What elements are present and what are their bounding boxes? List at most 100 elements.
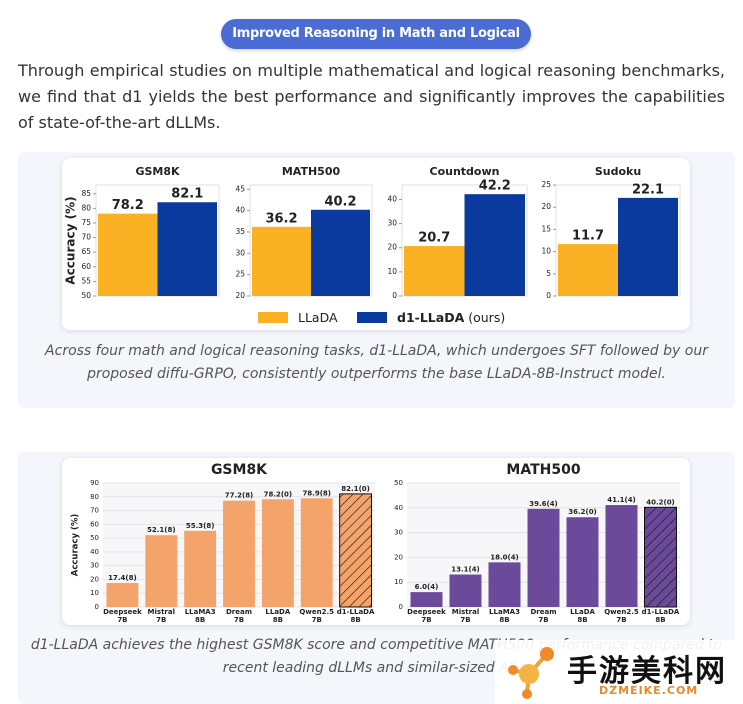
x-tick-label: 8B xyxy=(577,616,587,624)
y-tick-label: 30 xyxy=(387,219,397,228)
x-tick-label: Qwen2.5 xyxy=(604,608,639,616)
y-tick-label: 0 xyxy=(392,291,397,300)
bar xyxy=(410,592,443,607)
legend-name: LLaDA xyxy=(298,310,338,325)
value-label: 41.1(4) xyxy=(607,496,636,504)
y-tick-label: 75 xyxy=(81,218,91,227)
y-axis-label: Accuracy (%) xyxy=(64,196,78,284)
value-label: 42.2 xyxy=(479,179,511,194)
y-tick-label: 0 xyxy=(546,291,551,300)
bar xyxy=(106,583,139,607)
y-tick-label: 0 xyxy=(399,603,403,611)
y-tick-label: 85 xyxy=(81,189,91,198)
y-tick-label: 80 xyxy=(90,493,99,501)
x-tick-label: Mistral xyxy=(452,608,479,616)
value-label: 11.7 xyxy=(572,229,604,244)
bar xyxy=(311,209,370,296)
x-tick-label: LLaMA3 xyxy=(489,608,520,616)
x-tick-label: 8B xyxy=(499,616,509,624)
y-tick-label: 40 xyxy=(387,194,397,203)
y-tick-label: 65 xyxy=(81,247,91,256)
y-tick-label: 15 xyxy=(541,224,551,233)
figure: GSM8K 0 10 20 30 40 50 60 70 80 90 17.4(8) Deepseek 7… xyxy=(18,452,735,704)
y-tick-label: 60 xyxy=(81,262,91,271)
y-tick-label: 20 xyxy=(394,553,403,561)
y-tick-label: 10 xyxy=(90,589,99,597)
bar xyxy=(449,574,482,607)
watermark-icon xyxy=(508,647,554,699)
legend-label: LLaDA xyxy=(298,310,338,325)
bar xyxy=(300,498,333,607)
x-tick-label: 8B xyxy=(655,616,665,624)
bar-hatch xyxy=(339,493,372,607)
panel-title: Sudoku xyxy=(595,165,641,178)
value-label: 77.2(8) xyxy=(225,492,254,500)
panel-title: MATH500 xyxy=(282,165,341,178)
y-tick-label: 40 xyxy=(394,504,403,512)
bar xyxy=(252,226,311,296)
y-tick-label: 20 xyxy=(541,202,551,211)
panel-title: Countdown xyxy=(430,165,500,178)
y-tick-label: 45 xyxy=(235,184,245,193)
legend-swatch xyxy=(357,312,387,323)
x-tick-label: 7B xyxy=(117,616,127,624)
x-tick-label: Mistral xyxy=(148,608,175,616)
y-tick-label: 30 xyxy=(394,529,403,537)
legend-swatch xyxy=(258,312,288,323)
bar xyxy=(261,499,294,607)
value-label: 6.0(4) xyxy=(415,583,439,591)
x-tick-label: LLaMA3 xyxy=(185,608,216,616)
x-tick-label: d1-LLaDA xyxy=(642,608,680,616)
x-tick-label: 8B xyxy=(273,616,283,624)
x-tick-label: 7B xyxy=(538,616,548,624)
y-tick-label: 35 xyxy=(235,227,245,236)
x-tick-label: LLaDA xyxy=(570,608,595,616)
x-tick-label: d1-LLaDA xyxy=(337,608,375,616)
y-tick-label: 25 xyxy=(541,180,551,189)
value-label: 55.3(8) xyxy=(186,522,215,530)
caption: Across four math and logical reasoning t… xyxy=(45,343,708,382)
bar xyxy=(527,508,560,607)
y-tick-label: 20 xyxy=(387,243,397,252)
value-label: 20.7 xyxy=(418,231,450,246)
chart-card: GSM8K 50 55 60 65 70 75 80 85 78.2 82.1 MATH500 20 25… xyxy=(62,158,690,330)
value-label: 78.2(0) xyxy=(264,490,293,498)
x-tick-label: 8B xyxy=(195,616,205,624)
x-tick-label: Deepseek xyxy=(407,608,446,616)
value-label: 82.1 xyxy=(171,187,203,202)
x-tick-label: 7B xyxy=(421,616,431,624)
x-tick-label: 7B xyxy=(460,616,470,624)
chart-title: MATH500 xyxy=(506,462,580,478)
watermark-name: 手游美科网 xyxy=(567,654,727,689)
y-tick-label: 55 xyxy=(81,276,91,285)
x-tick-label: LLaDA xyxy=(265,608,290,616)
value-label: 39.6(4) xyxy=(529,500,558,508)
value-label: 52.1(8) xyxy=(147,526,176,534)
y-tick-label: 40 xyxy=(90,548,99,556)
y-tick-label: 0 xyxy=(95,603,99,611)
y-tick-label: 25 xyxy=(235,270,245,279)
chart-title: GSM8K xyxy=(211,462,268,478)
y-tick-label: 50 xyxy=(81,291,91,300)
x-tick-label: Qwen2.5 xyxy=(299,608,334,616)
x-tick-label: 7B xyxy=(312,616,322,624)
value-label: 40.2(0) xyxy=(646,498,675,506)
section-badge: Improved Reasoning in Math and Logical T… xyxy=(221,19,531,71)
value-label: 36.2(0) xyxy=(568,508,597,516)
y-tick-label: 40 xyxy=(235,206,245,215)
value-label: 36.2 xyxy=(265,211,297,226)
bar xyxy=(157,202,217,296)
bar xyxy=(488,562,521,607)
x-tick-label: 7B xyxy=(156,616,166,624)
legend-name: d1-LLaDA xyxy=(397,310,465,325)
x-tick-label: 8B xyxy=(350,616,360,624)
y-tick-label: 90 xyxy=(90,479,99,487)
y-tick-label: 5 xyxy=(546,269,551,278)
bar xyxy=(605,505,638,607)
bar xyxy=(618,197,678,296)
bar xyxy=(145,535,178,607)
y-axis-label: Accuracy (%) xyxy=(71,514,81,577)
y-tick-label: 80 xyxy=(81,203,91,212)
value-label: 40.2 xyxy=(324,194,356,209)
